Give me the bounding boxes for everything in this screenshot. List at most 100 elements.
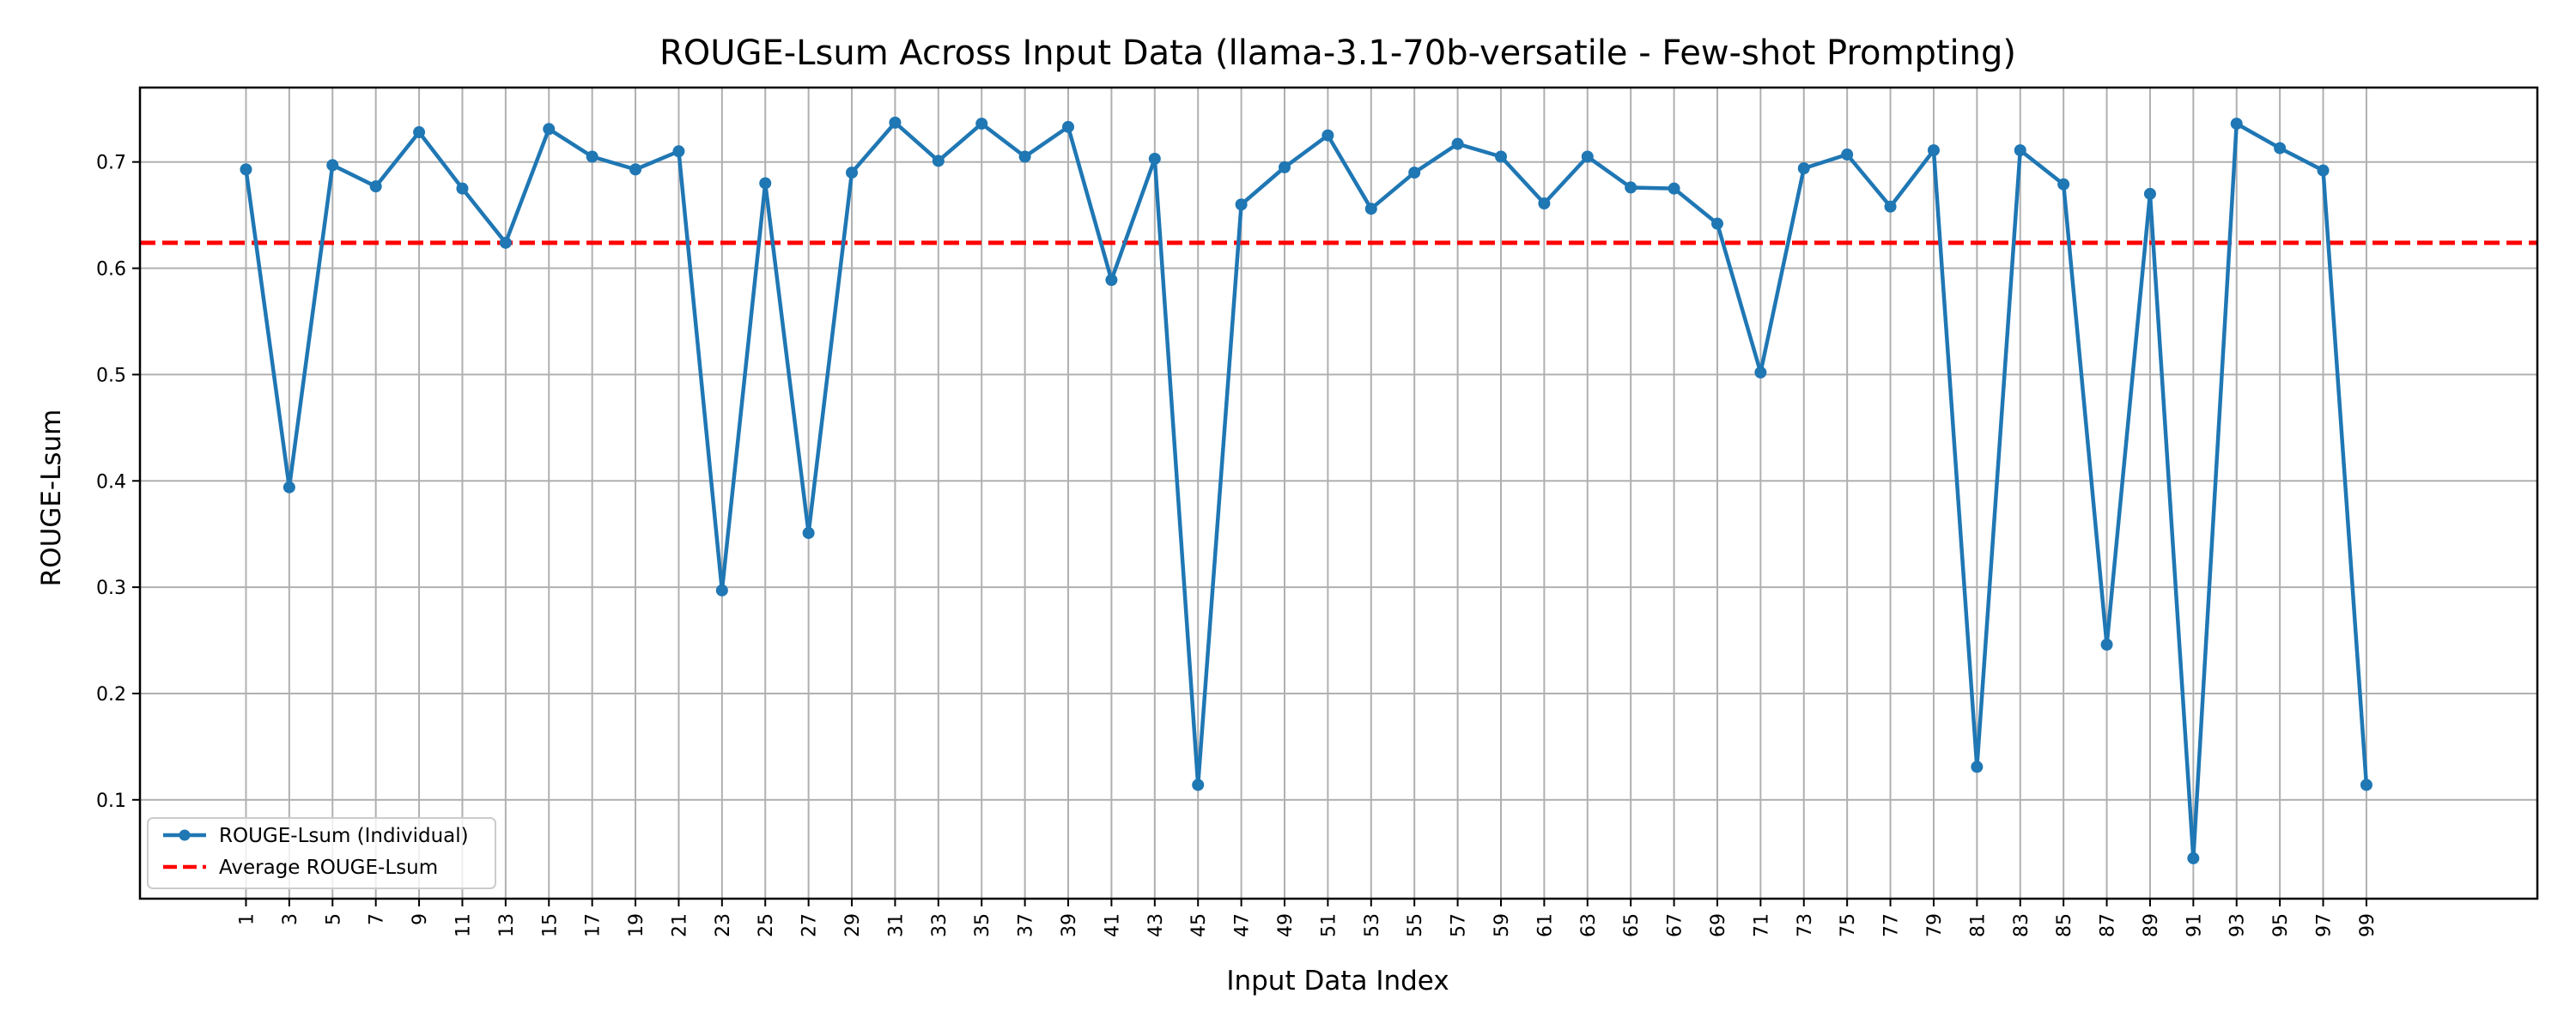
legend-label-average: Average ROUGE-Lsum (219, 857, 438, 879)
y-tick-label: 0.7 (96, 153, 126, 174)
x-tick-label: 59 (1492, 913, 1513, 937)
x-tick-label: 43 (1145, 913, 1167, 937)
data-point (1668, 182, 1680, 195)
x-tick-label: 27 (799, 913, 821, 937)
data-point (1062, 120, 1075, 133)
x-tick-label: 97 (2314, 913, 2336, 937)
x-tick-label: 71 (1751, 913, 1772, 937)
data-point (456, 182, 469, 195)
data-point (1018, 150, 1031, 163)
y-tick-label: 0.1 (96, 791, 126, 812)
data-point (413, 126, 426, 139)
legend-box (147, 817, 496, 889)
data-point (2274, 142, 2287, 154)
data-point (2317, 164, 2330, 177)
data-point (1192, 779, 1205, 791)
data-point (2057, 178, 2070, 191)
legend: ROUGE-Lsum (Individual) Average ROUGE-Ls… (147, 817, 496, 889)
x-tick-label: 11 (453, 913, 474, 937)
y-tick-label: 0.4 (96, 471, 126, 493)
x-tick-label: 79 (1924, 913, 1946, 937)
data-point (846, 167, 859, 179)
x-tick-label: 81 (1967, 913, 1989, 937)
x-tick-label: 49 (1275, 913, 1297, 937)
y-tick-label: 0.3 (96, 578, 126, 599)
data-point (283, 481, 295, 494)
x-tick-label: 91 (2184, 913, 2205, 937)
y-axis-ticks: 0.1 0.2 0.3 0.4 0.5 0.6 0.7 (96, 153, 140, 812)
x-tick-label: 89 (2141, 913, 2162, 937)
data-point (1581, 150, 1594, 163)
y-tick-label: 0.2 (96, 684, 126, 706)
x-tick-label: 35 (972, 913, 993, 937)
x-tick-label: 75 (1838, 913, 1859, 937)
x-tick-label: 53 (1362, 913, 1383, 937)
data-point (2187, 851, 2200, 864)
y-axis-label: ROUGE-Lsum (36, 409, 67, 587)
x-tick-label: 87 (2098, 913, 2119, 937)
x-tick-label: 7 (367, 913, 388, 925)
data-point (1494, 150, 1507, 163)
legend-label-individual: ROUGE-Lsum (Individual) (219, 825, 469, 847)
x-axis-label: Input Data Index (1226, 966, 1449, 997)
data-point (802, 526, 815, 539)
data-point (326, 159, 339, 172)
legend-swatch-marker (179, 829, 191, 841)
x-tick-label: 25 (756, 913, 777, 937)
x-tick-label: 3 (280, 913, 301, 925)
data-point (1279, 161, 1291, 173)
x-tick-label: 47 (1232, 913, 1254, 937)
data-point (2014, 144, 2026, 157)
data-point (1710, 217, 1723, 230)
data-point (1971, 760, 1984, 773)
x-tick-label: 21 (669, 913, 690, 937)
series-line-individual (244, 120, 2369, 861)
data-point (499, 236, 512, 249)
x-tick-label: 61 (1534, 913, 1556, 937)
x-tick-label: 95 (2270, 913, 2292, 937)
data-point (1321, 129, 1334, 142)
x-tick-label: 69 (1708, 913, 1729, 937)
x-axis-ticks: 1 3 5 7 9 11 13 15 17 19 21 23 25 27 29 31 33 35 37 39 41 43 4… (236, 899, 2379, 937)
data-point (629, 163, 642, 176)
x-tick-label: 31 (885, 913, 907, 937)
x-tick-label: 65 (1621, 913, 1643, 937)
x-tick-label: 93 (2227, 913, 2249, 937)
data-point (586, 150, 598, 163)
x-tick-label: 15 (539, 913, 561, 937)
x-tick-label: 1 (236, 913, 258, 925)
data-point (1841, 148, 1854, 161)
data-point (1625, 181, 1637, 194)
data-point (715, 584, 728, 597)
data-point (1148, 152, 1161, 165)
data-point (369, 180, 382, 193)
data-point (1235, 198, 1248, 211)
data-point (1884, 200, 1897, 213)
x-tick-label: 45 (1188, 913, 1210, 937)
x-tick-label: 29 (842, 913, 864, 937)
x-tick-label: 85 (2054, 913, 2075, 937)
x-tick-label: 63 (1578, 913, 1600, 937)
data-point (1408, 167, 1421, 179)
x-tick-label: 77 (1881, 913, 1903, 937)
data-point (1451, 137, 1464, 150)
x-tick-label: 99 (2357, 913, 2379, 937)
data-point (672, 145, 685, 158)
grid (140, 88, 2537, 899)
data-point (240, 163, 252, 176)
x-tick-label: 33 (929, 913, 951, 937)
data-point (2360, 779, 2372, 791)
data-point (1754, 366, 1767, 379)
y-tick-label: 0.6 (96, 259, 126, 281)
x-tick-label: 73 (1795, 913, 1816, 937)
x-tick-label: 5 (323, 913, 344, 925)
x-tick-label: 55 (1405, 913, 1426, 937)
data-point (1364, 203, 1377, 215)
data-point (889, 116, 902, 129)
data-point (1105, 274, 1118, 287)
x-tick-label: 57 (1449, 913, 1470, 937)
data-point (1538, 197, 1551, 209)
x-tick-label: 37 (1016, 913, 1037, 937)
plot-frame (138, 86, 2539, 900)
data-point (759, 177, 772, 190)
